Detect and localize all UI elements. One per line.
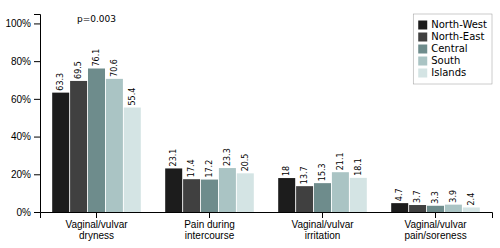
x-tick-label-line: Pain during — [184, 219, 235, 230]
y-tick-mark — [34, 212, 40, 213]
bar — [427, 206, 444, 212]
y-tick-mark — [34, 61, 40, 62]
bar — [391, 203, 408, 212]
x-tick-label-line: Vaginal/vulvar — [291, 219, 354, 230]
legend-swatch — [418, 33, 427, 42]
legend-swatch — [418, 21, 427, 30]
bar — [88, 68, 105, 212]
bar — [445, 205, 462, 212]
y-tick: 100% — [5, 18, 40, 29]
bar — [219, 168, 236, 212]
y-tick: 80% — [11, 56, 40, 67]
legend-swatch — [418, 57, 427, 66]
y-tick-label: 20% — [11, 169, 31, 180]
y-tick-label: 40% — [11, 131, 31, 142]
data-label: 76.1 — [92, 49, 101, 67]
y-tick: 40% — [11, 131, 40, 142]
data-label: 23.1 — [169, 149, 178, 167]
x-tick-label-line: Vaginal/vulvar — [404, 219, 467, 230]
data-label: 70.6 — [110, 59, 119, 77]
x-tick-mark — [322, 212, 323, 218]
data-label: 3.9 — [449, 190, 458, 203]
x-tick-label: Vaginal/vulvarpain/soreness — [404, 219, 467, 241]
y-tick-mark — [34, 99, 40, 100]
y-tick-label: 80% — [11, 56, 31, 67]
data-label: 2.4 — [467, 193, 476, 206]
legend-label: Islands — [431, 67, 466, 78]
bar — [124, 108, 141, 212]
legend-swatch — [418, 69, 427, 78]
data-label: 17.2 — [205, 160, 214, 178]
legend-label: South — [431, 55, 460, 66]
bar — [296, 186, 313, 212]
y-tick-label: 0% — [17, 207, 32, 218]
bar — [409, 205, 426, 212]
bar — [463, 207, 480, 212]
legend-label: Central — [431, 43, 467, 54]
data-label: 13.7 — [300, 166, 309, 184]
data-label: 23.3 — [223, 148, 232, 166]
bar — [332, 172, 349, 212]
y-tick: 20% — [11, 169, 40, 180]
bar — [106, 79, 123, 212]
x-tick-mark — [96, 212, 97, 218]
bar — [237, 173, 254, 212]
bar — [183, 179, 200, 212]
y-tick: 0% — [17, 207, 40, 218]
x-tick-label-line: intercourse — [185, 230, 235, 241]
data-label: 55.4 — [128, 88, 137, 106]
y-tick-label: 60% — [11, 94, 31, 105]
x-tick-mark — [435, 212, 436, 218]
x-tick: Vaginal/vulvarpain/soreness — [404, 212, 467, 241]
bar — [70, 81, 87, 212]
data-label: 69.5 — [74, 61, 83, 79]
y-tick-mark — [34, 23, 40, 24]
data-label: 18.1 — [354, 158, 363, 176]
x-tick-label: Vaginal/vulvardryness — [65, 219, 128, 241]
x-tick: Pain duringintercourse — [184, 212, 235, 241]
y-tick-mark — [34, 137, 40, 138]
data-label: 18 — [282, 166, 291, 176]
bar — [314, 183, 331, 212]
y-tick: 60% — [11, 94, 40, 105]
x-tick-label-line: irritation — [305, 230, 341, 241]
bar — [52, 93, 69, 212]
bar — [278, 178, 295, 212]
bar — [165, 168, 182, 212]
data-label: 17.4 — [187, 159, 196, 177]
data-label: 15.3 — [318, 163, 327, 181]
x-tick-label-line: dryness — [79, 230, 114, 241]
data-label: 4.7 — [395, 188, 404, 201]
data-label: 20.5 — [241, 154, 250, 172]
x-tick: Vaginal/vulvarirritation — [291, 212, 354, 241]
x-axis-line — [41, 213, 493, 219]
data-label: 21.1 — [336, 152, 345, 170]
annotation: p=0.003 — [77, 14, 116, 24]
y-tick-label: 100% — [5, 18, 31, 29]
bar — [350, 178, 367, 212]
bar — [201, 180, 218, 212]
y-tick-mark — [34, 174, 40, 175]
x-tick-label: Vaginal/vulvarirritation — [291, 219, 354, 241]
chart-container: 0%20%40%60%80%100%Vaginal/vulvardrynessP… — [0, 0, 500, 248]
data-labels: 63.3 23.1 18 4.7 69.5 17.4 13.7 3.7 76.1 17.2 15.3… — [56, 49, 476, 206]
y-axis-line — [34, 15, 41, 213]
x-tick-mark — [209, 212, 210, 218]
x-tick-label: Pain duringintercourse — [184, 219, 235, 241]
data-label: 63.3 — [56, 73, 65, 91]
bars — [52, 68, 480, 212]
legend: North-WestNorth-EastCentralSouthIslands — [413, 14, 492, 84]
legend-label: North-East — [431, 31, 484, 42]
y-axis: 0% 20% 40% 60% 80% 100% — [5, 15, 40, 218]
chart-svg: 0%20%40%60%80%100%Vaginal/vulvardrynessP… — [0, 0, 500, 248]
legend-frame — [413, 14, 492, 84]
data-label: 3.3 — [431, 191, 440, 204]
data-label: 3.7 — [413, 190, 422, 203]
x-tick-label-line: Vaginal/vulvar — [65, 219, 128, 230]
legend-label: North-West — [431, 19, 487, 30]
x-tick-label-line: pain/soreness — [404, 230, 466, 241]
legend-swatch — [418, 45, 427, 54]
x-tick: Vaginal/vulvardryness — [65, 212, 128, 241]
x-axis: Vaginal/vulvardrynessPain duringintercou… — [41, 212, 493, 241]
